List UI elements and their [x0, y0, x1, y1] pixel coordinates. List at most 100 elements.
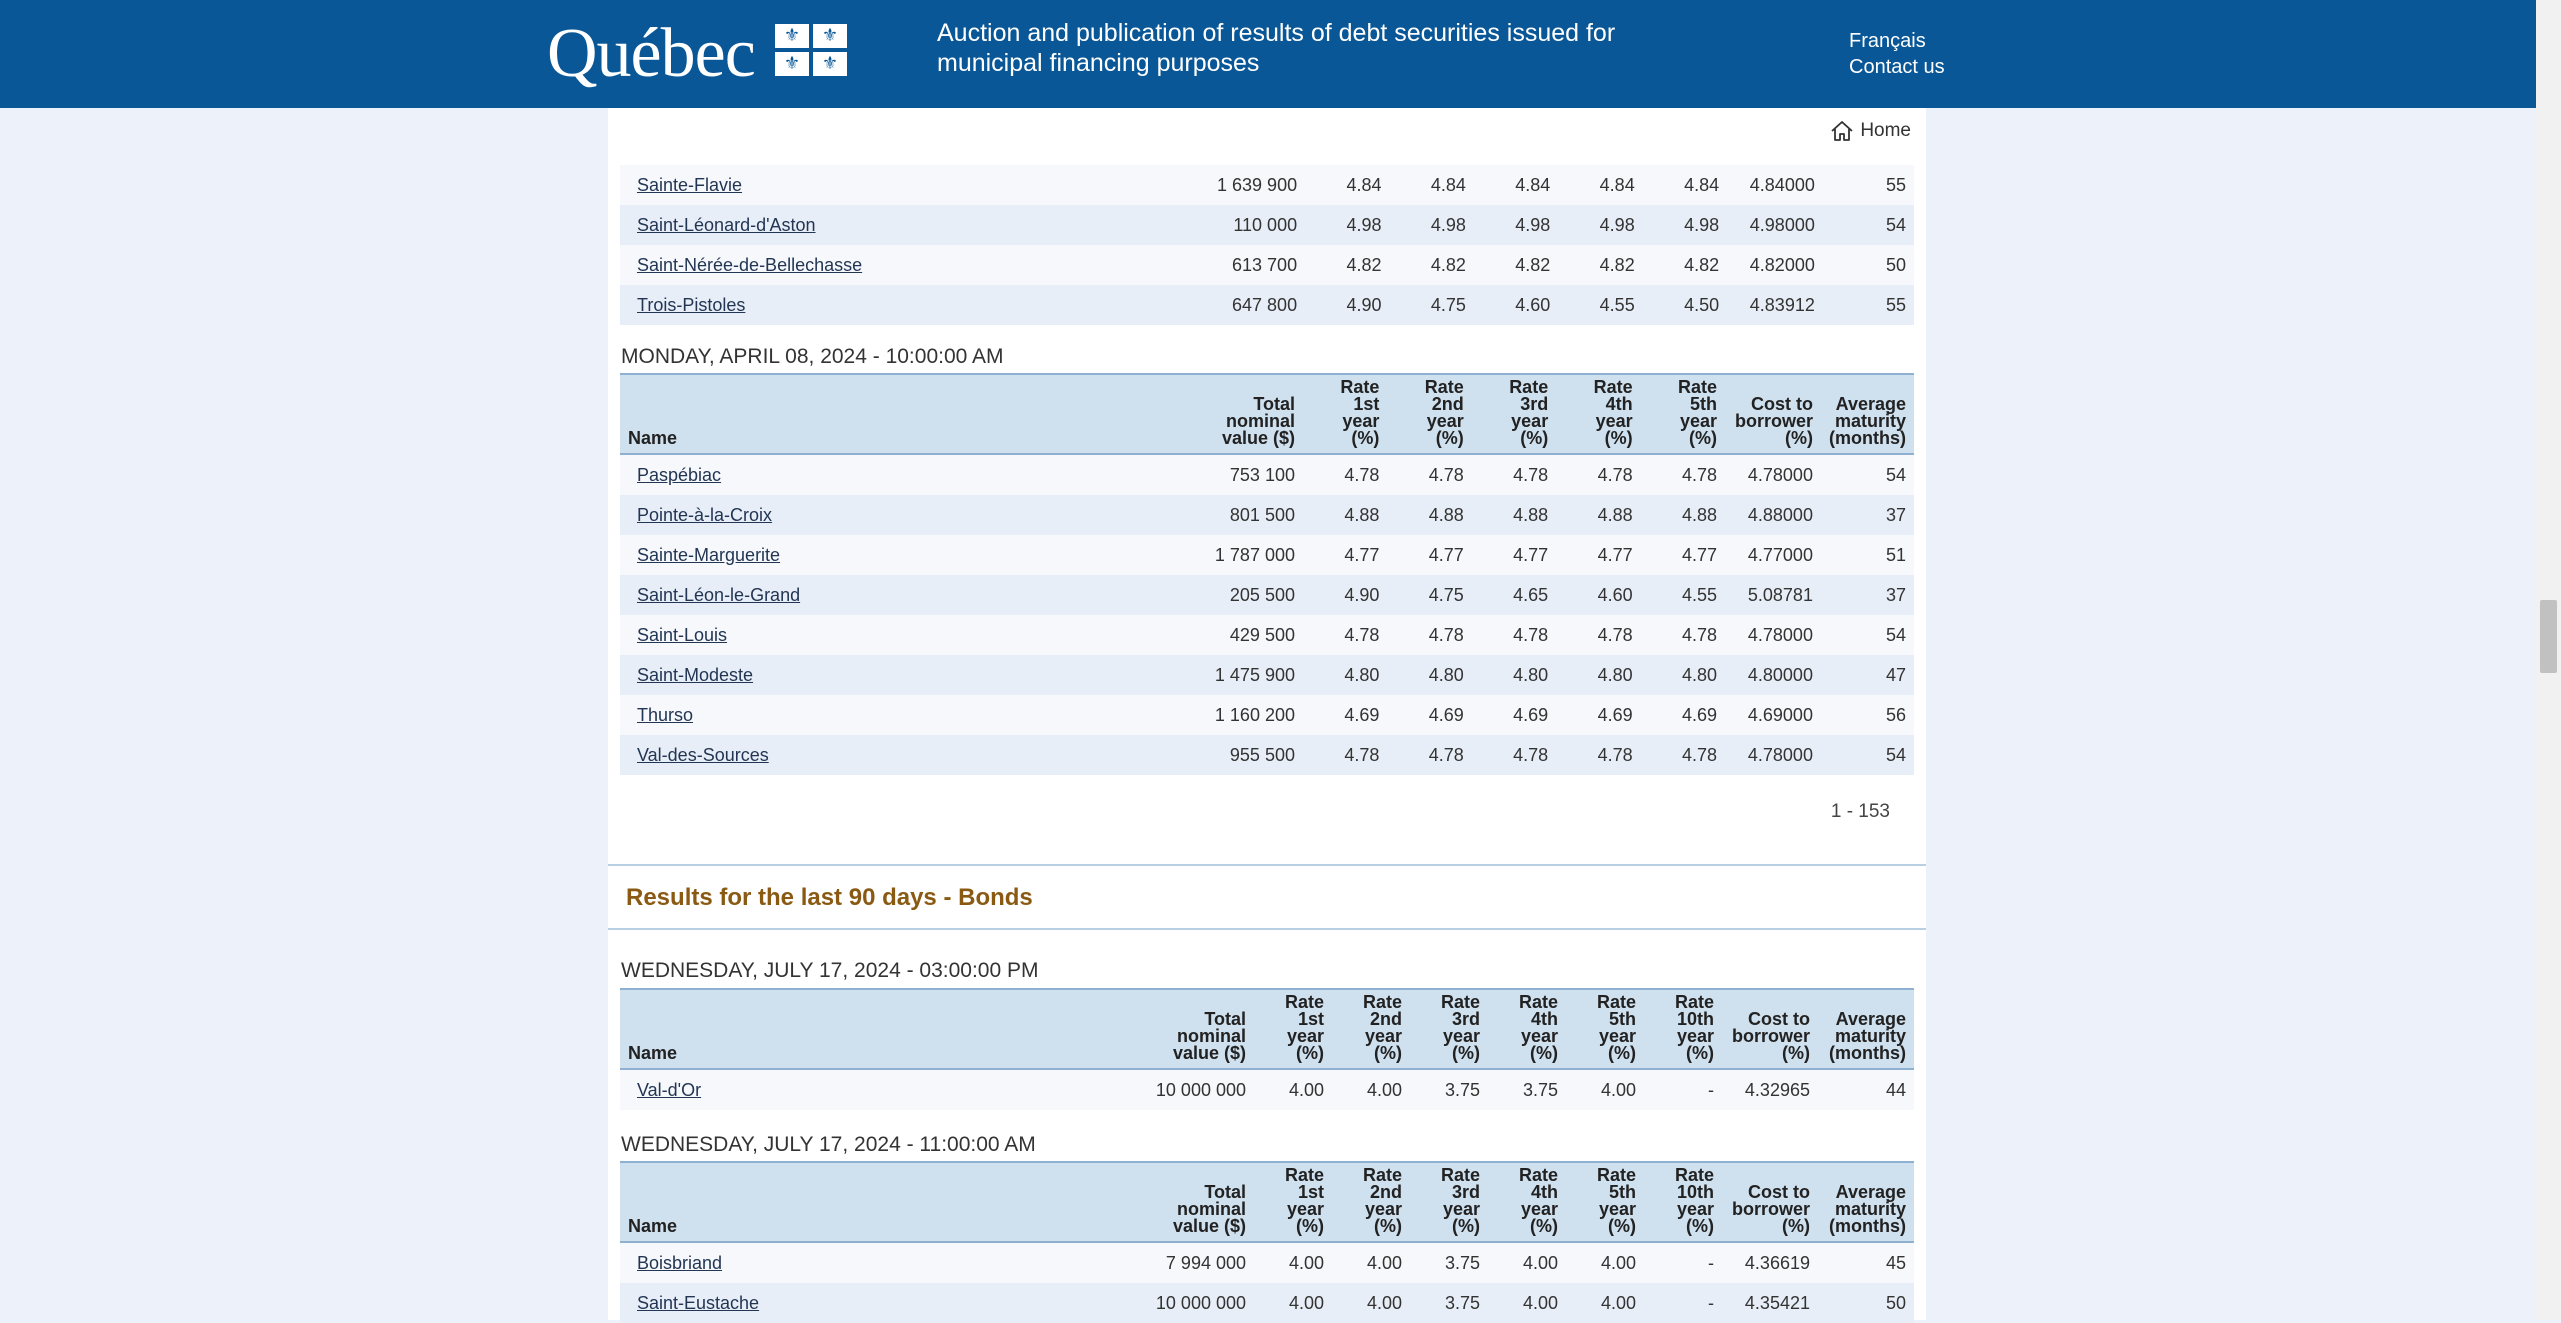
municipality-link[interactable]: Saint-Eustache [637, 1292, 760, 1313]
municipality-link[interactable]: Sainte-Flavie [637, 174, 743, 195]
municipality-link[interactable]: Val-des-Sources [637, 744, 769, 765]
column-header-text: (%) [1435, 428, 1464, 448]
column-header-text: (%) [1296, 1043, 1324, 1063]
cell-cost: 4.78000 [1725, 454, 1821, 495]
column-header-text: value ($) [1172, 1043, 1246, 1063]
cell-maturity: 56 [1820, 695, 1914, 735]
cell-total: 205 500 [1189, 575, 1303, 615]
cell-r1: 4.00 [1254, 1069, 1332, 1110]
municipality-link[interactable]: Thurso [637, 704, 694, 725]
column-header-text: (%) [1530, 1216, 1558, 1236]
column-header-r4: Rate 4th year (%) [1488, 1161, 1566, 1243]
cell-maturity: 51 [1820, 535, 1914, 575]
column-header-text: Rate [1284, 992, 1324, 1012]
cell-maturity: 37 [1820, 575, 1914, 615]
column-header-text: (%) [1374, 1043, 1402, 1063]
municipality-link[interactable]: Saint-Léon-le-Grand [637, 584, 801, 605]
column-header-text: (%) [1520, 428, 1549, 448]
cell-r4: 4.77 [1556, 535, 1641, 575]
cell-r4: 4.88 [1556, 495, 1641, 535]
cell-r4: 4.55 [1558, 285, 1643, 325]
column-header-text: 3rd [1451, 1009, 1480, 1029]
column-header-r4: Rate 4th year (%) [1556, 373, 1641, 455]
cell-maturity: 50 [1822, 245, 1914, 285]
municipality-link[interactable]: Val-d'Or [637, 1079, 702, 1100]
municipality-link[interactable]: Paspébiac [637, 464, 722, 485]
column-header-r2: Rate 2nd year (%) [1332, 1161, 1410, 1243]
cell-r1: 4.69 [1302, 695, 1388, 735]
column-header-r1: Rate 1st year (%) [1254, 988, 1332, 1070]
column-header-text: year [1676, 1026, 1714, 1046]
column-header-text: Rate [1284, 1165, 1324, 1185]
municipality-link[interactable]: Saint-Nérée-de-Bellechasse [637, 254, 863, 275]
column-header-text: nominal [1225, 411, 1295, 431]
cell-name: Trois-Pistoles [620, 285, 1192, 325]
cell-total: 10 000 000 [1142, 1283, 1254, 1323]
cell-cost: 4.84000 [1727, 165, 1823, 205]
column-header-cost: Cost to borrower (%) [1722, 1161, 1818, 1243]
column-header-text: 5th [1609, 1182, 1636, 1202]
municipality-link[interactable]: Saint-Léonard-d'Aston [637, 214, 816, 235]
municipality-link[interactable]: Sainte-Marguerite [637, 544, 781, 565]
cell-r3: 4.77 [1471, 535, 1557, 575]
table-row: Saint-Modeste 1 475 900 4.80 4.80 4.80 4.80 4.… [620, 655, 1914, 695]
cell-r1: 4.78 [1302, 454, 1388, 495]
cell-r1: 4.90 [1302, 575, 1388, 615]
cell-r5: 4.80 [1640, 655, 1726, 695]
cell-maturity: 54 [1820, 615, 1914, 655]
municipality-link[interactable]: Pointe-à-la-Croix [637, 504, 773, 525]
column-header-text: year [1426, 411, 1464, 431]
column-header-text: 3rd [1451, 1182, 1480, 1202]
column-header-text: year [1342, 411, 1380, 431]
cell-r1: 4.00 [1254, 1242, 1332, 1283]
cell-r4: 4.78 [1556, 735, 1641, 775]
pagination-range: 1 - 153 [1830, 801, 1890, 822]
quebec-logo[interactable]: Québec [547, 15, 756, 92]
column-header-maturity: Average maturity (months) [1820, 373, 1914, 455]
vertical-scrollbar[interactable] [2536, 0, 2561, 1320]
cell-r3: 4.88 [1471, 495, 1557, 535]
column-header-text: Rate [1340, 377, 1380, 397]
column-header-text: Rate [1518, 992, 1558, 1012]
column-header-cost: Cost to borrower (%) [1722, 988, 1818, 1070]
cell-cost: 4.77000 [1725, 535, 1821, 575]
cell-cost: 4.98000 [1727, 205, 1823, 245]
cell-r4: 4.80 [1556, 655, 1641, 695]
cell-cost: 4.78000 [1725, 735, 1821, 775]
cell-r3: 4.82 [1473, 245, 1559, 285]
cell-total: 110 000 [1191, 205, 1306, 245]
table-row: Trois-Pistoles 647 800 4.90 4.75 4.60 4.55 4.5… [620, 285, 1914, 325]
cell-name: Pointe-à-la-Croix [620, 495, 1190, 535]
cell-r2: 4.75 [1387, 575, 1472, 615]
cell-r4: 4.82 [1558, 245, 1643, 285]
home-link[interactable]: Home [1830, 120, 1911, 142]
cell-maturity: 54 [1822, 205, 1914, 245]
cell-r1: 4.88 [1302, 495, 1388, 535]
cell-maturity: 45 [1818, 1242, 1914, 1283]
cell-r4: 4.00 [1488, 1242, 1566, 1283]
table-row: Saint-Léonard-d'Aston 110 000 4.98 4.98 4.98… [620, 205, 1914, 245]
column-header-text: year [1598, 1026, 1636, 1046]
contact-us-link[interactable]: Contact us [1849, 56, 1945, 78]
cell-r5: 4.88 [1640, 495, 1726, 535]
cell-cost: 5.08781 [1725, 575, 1821, 615]
main-content: Home Sainte-Flavie 1 639 900 4.84 4.84 4.84 4… [608, 108, 1926, 1323]
cell-total: 1 639 900 [1191, 165, 1306, 205]
column-header-text: year [1520, 1199, 1558, 1219]
cell-r5: 4.78 [1640, 454, 1726, 495]
cell-r3: 4.65 [1471, 575, 1557, 615]
municipality-link[interactable]: Boisbriand [637, 1252, 723, 1273]
cell-name: Saint-Léonard-d'Aston [620, 205, 1192, 245]
cell-maturity: 55 [1822, 165, 1914, 205]
municipality-link[interactable]: Saint-Louis [637, 624, 728, 645]
municipality-link[interactable]: Saint-Modeste [637, 664, 754, 685]
cell-r4: 4.78 [1556, 454, 1641, 495]
table-row: Paspébiac 753 100 4.78 4.78 4.78 4.78 4.78 4.78… [620, 454, 1914, 495]
municipality-link[interactable]: Trois-Pistoles [637, 294, 746, 315]
language-link-francais[interactable]: Français [1849, 30, 1926, 52]
cell-r2: 4.69 [1387, 695, 1472, 735]
scrollbar-thumb[interactable] [2540, 600, 2557, 673]
cell-r10: - [1644, 1283, 1722, 1323]
cell-total: 429 500 [1189, 615, 1303, 655]
cell-total: 801 500 [1189, 495, 1303, 535]
